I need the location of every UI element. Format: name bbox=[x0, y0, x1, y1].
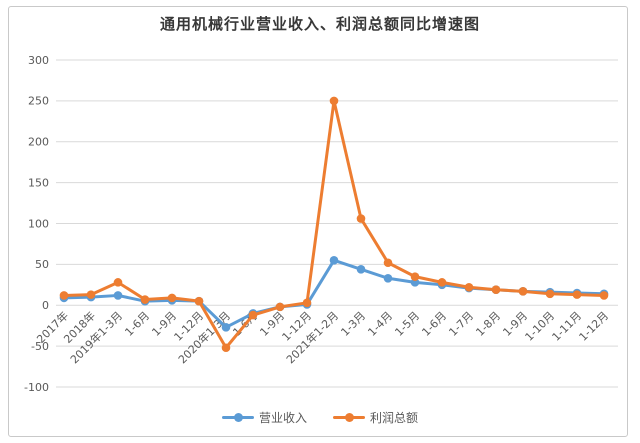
x-tick-label: 1-12月 bbox=[576, 309, 611, 344]
y-tick-label: 250 bbox=[28, 95, 49, 108]
x-tick-label: 1-10月 bbox=[522, 309, 557, 344]
profit-line-marker-icon bbox=[333, 411, 365, 423]
legend-item-profit: 利润总额 bbox=[333, 409, 418, 426]
y-tick-label: 50 bbox=[35, 258, 49, 271]
legend-label-profit: 利润总额 bbox=[370, 410, 419, 425]
data-point-profit bbox=[491, 285, 501, 295]
data-point-revenue bbox=[113, 291, 123, 300]
data-point-revenue bbox=[383, 273, 393, 283]
data-point-profit bbox=[356, 214, 366, 223]
data-point-profit bbox=[410, 272, 420, 281]
y-tick-label: 0 bbox=[42, 299, 49, 312]
data-point-revenue bbox=[329, 255, 339, 265]
y-tick-label: -100 bbox=[24, 381, 49, 394]
x-tick-label: 1-8月 bbox=[473, 309, 503, 339]
x-tick-label: 1-4月 bbox=[365, 309, 395, 339]
y-tick-label: 300 bbox=[28, 54, 49, 67]
data-point-profit bbox=[59, 291, 69, 300]
data-point-profit bbox=[545, 289, 555, 299]
data-point-revenue bbox=[221, 323, 231, 332]
data-point-revenue bbox=[356, 264, 366, 274]
legend: 营业收入 利润总额 bbox=[0, 404, 640, 430]
data-point-profit bbox=[518, 287, 528, 296]
data-point-profit bbox=[86, 290, 96, 299]
data-point-profit bbox=[140, 295, 150, 304]
chart-title: 通用机械行业营业收入、利润总额同比增速图 bbox=[159, 15, 480, 33]
y-tick-label: 150 bbox=[28, 176, 49, 189]
legend-item-revenue: 营业收入 bbox=[221, 409, 307, 426]
data-point-profit bbox=[572, 290, 582, 299]
data-point-profit bbox=[302, 298, 312, 308]
x-tick-label: 1-5月 bbox=[392, 309, 422, 339]
data-point-profit bbox=[437, 278, 447, 287]
y-tick-label: 100 bbox=[28, 217, 49, 230]
y-tick-label: 200 bbox=[28, 136, 49, 149]
data-point-profit bbox=[221, 343, 231, 353]
x-tick-label: 1-7月 bbox=[446, 309, 476, 339]
data-point-profit bbox=[275, 302, 285, 312]
legend-label-revenue: 营业收入 bbox=[258, 410, 307, 425]
x-tick-label: 1-6月 bbox=[419, 309, 449, 339]
x-tick-label: 1-11月 bbox=[549, 309, 584, 344]
y-tick-label: -50 bbox=[31, 340, 49, 353]
data-point-profit bbox=[167, 293, 177, 303]
data-point-profit bbox=[464, 282, 474, 292]
data-point-profit bbox=[599, 291, 609, 300]
data-point-profit bbox=[383, 258, 393, 268]
series-line-profit bbox=[62, 99, 606, 350]
data-point-profit bbox=[248, 310, 258, 320]
data-point-profit bbox=[329, 96, 339, 106]
revenue-line-marker-icon bbox=[221, 411, 254, 423]
x-tick-label: 1-6月 bbox=[122, 309, 152, 339]
data-point-profit bbox=[113, 278, 123, 287]
data-point-profit bbox=[194, 296, 204, 306]
x-tick-label: 1-3月 bbox=[338, 309, 368, 339]
